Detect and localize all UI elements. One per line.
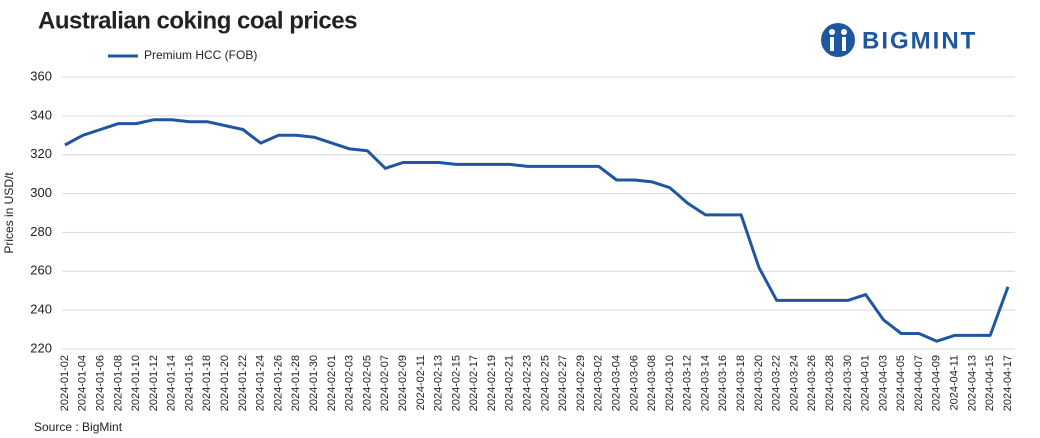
x-tick-label: 2024-01-20 bbox=[219, 355, 231, 411]
x-tick-label: 2024-02-01 bbox=[326, 355, 338, 411]
x-tick-label: 2024-01-10 bbox=[130, 355, 142, 411]
x-tick-label: 2024-03-24 bbox=[788, 355, 800, 411]
x-tick-label: 2024-03-22 bbox=[771, 355, 783, 411]
x-tick-label: 2024-01-28 bbox=[290, 355, 302, 411]
x-tick-label: 2024-01-04 bbox=[77, 355, 89, 411]
x-tick-label: 2024-02-15 bbox=[450, 355, 462, 411]
x-tick-label: 2024-02-09 bbox=[397, 355, 409, 411]
x-tick-label: 2024-03-02 bbox=[593, 355, 605, 411]
x-tick-label: 2024-01-22 bbox=[237, 355, 249, 411]
x-tick-label: 2024-03-30 bbox=[842, 355, 854, 411]
x-tick-label: 2024-04-15 bbox=[984, 355, 996, 411]
x-tick-label: 2024-01-30 bbox=[308, 355, 320, 411]
x-tick-label: 2024-04-17 bbox=[1002, 355, 1014, 411]
y-tick-label: 220 bbox=[30, 340, 52, 355]
x-tick-label: 2024-01-26 bbox=[272, 355, 284, 411]
x-tick-label: 2024-02-27 bbox=[557, 355, 569, 411]
x-tick-label: 2024-02-29 bbox=[575, 355, 587, 411]
logo-icon bbox=[842, 37, 846, 51]
x-tick-label: 2024-03-04 bbox=[610, 355, 622, 411]
x-tick-label: 2024-04-05 bbox=[895, 355, 907, 411]
brand-logo: BIGMINT bbox=[821, 23, 977, 57]
source-note: Source : BigMint bbox=[34, 420, 123, 434]
chart-title: Australian coking coal prices bbox=[38, 7, 357, 34]
x-tick-label: 2024-02-23 bbox=[522, 355, 534, 411]
x-tick-label: 2024-02-13 bbox=[433, 355, 445, 411]
x-tick-label: 2024-04-03 bbox=[877, 355, 889, 411]
x-tick-label: 2024-02-17 bbox=[468, 355, 480, 411]
y-tick-label: 300 bbox=[30, 185, 52, 200]
x-tick-label: 2024-02-21 bbox=[504, 355, 516, 411]
x-tick-label: 2024-03-16 bbox=[717, 355, 729, 411]
legend-label: Premium HCC (FOB) bbox=[144, 48, 257, 62]
x-tick-label: 2024-02-11 bbox=[415, 355, 427, 410]
x-tick-label: 2024-01-02 bbox=[59, 355, 71, 411]
x-tick-label: 2024-01-16 bbox=[183, 355, 195, 411]
x-tick-label: 2024-03-20 bbox=[753, 355, 765, 411]
y-tick-label: 360 bbox=[30, 68, 52, 83]
x-tick-label: 2024-03-08 bbox=[646, 355, 658, 411]
x-tick-label: 2024-04-07 bbox=[913, 355, 925, 411]
logo-icon bbox=[841, 29, 847, 35]
x-tick-label: 2024-03-12 bbox=[682, 355, 694, 411]
x-tick-label: 2024-01-14 bbox=[166, 355, 178, 411]
x-tick-label: 2024-01-08 bbox=[112, 355, 124, 411]
x-tick-label: 2024-02-19 bbox=[486, 355, 498, 411]
x-tick-label: 2024-01-18 bbox=[201, 355, 213, 411]
y-tick-label: 280 bbox=[30, 224, 52, 239]
y-tick-label: 240 bbox=[30, 302, 52, 317]
y-axis-label: Prices in USD/t bbox=[2, 172, 16, 254]
x-tick-label: 2024-02-03 bbox=[344, 355, 356, 411]
x-tick-label: 2024-04-09 bbox=[931, 355, 943, 411]
x-tick-label: 2024-04-13 bbox=[966, 355, 978, 411]
x-tick-label: 2024-03-28 bbox=[824, 355, 836, 411]
y-tick-label: 260 bbox=[30, 263, 52, 278]
logo-icon bbox=[830, 37, 834, 51]
brand-name: BIGMINT bbox=[862, 27, 977, 54]
x-tick-label: 2024-02-07 bbox=[379, 355, 391, 411]
x-tick-label: 2024-01-06 bbox=[94, 355, 106, 411]
x-tick-label: 2024-03-26 bbox=[806, 355, 818, 411]
x-tick-label: 2024-01-12 bbox=[148, 355, 160, 411]
x-tick-label: 2024-04-01 bbox=[860, 355, 872, 411]
y-tick-label: 340 bbox=[30, 107, 52, 122]
y-tick-label: 320 bbox=[30, 146, 52, 161]
x-tick-label: 2024-02-25 bbox=[539, 355, 551, 411]
data-line bbox=[64, 118, 1010, 343]
x-tick-label: 2024-03-14 bbox=[699, 355, 711, 411]
x-tick-label: 2024-03-18 bbox=[735, 355, 747, 411]
x-tick-label: 2024-03-10 bbox=[664, 355, 676, 411]
logo-icon bbox=[829, 29, 835, 35]
x-tick-label: 2024-01-24 bbox=[255, 355, 267, 411]
x-tick-label: 2024-02-05 bbox=[361, 355, 373, 411]
x-tick-label: 2024-03-06 bbox=[628, 355, 640, 411]
x-tick-label: 2024-04-11 bbox=[949, 355, 961, 410]
logo-icon bbox=[821, 23, 855, 57]
